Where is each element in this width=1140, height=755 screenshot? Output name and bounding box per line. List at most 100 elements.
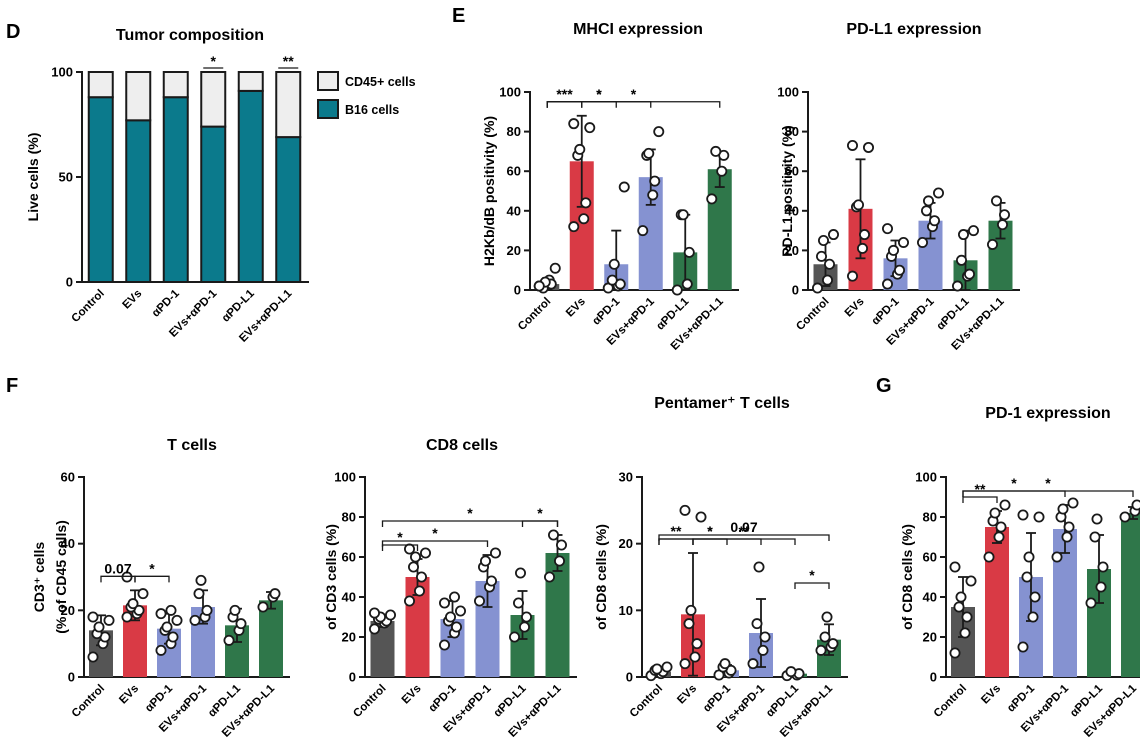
significance-bracket — [692, 538, 796, 545]
data-point — [983, 551, 995, 563]
y-axis-label: of CD8 cells (%) — [593, 524, 609, 630]
legend-swatch — [317, 71, 339, 91]
x-category-label: EVs — [400, 683, 424, 707]
data-point — [949, 647, 961, 659]
data-point — [991, 195, 1003, 207]
data-point — [689, 651, 701, 663]
significance-bracket — [658, 538, 694, 545]
x-category-label: EVs — [117, 683, 141, 707]
data-point — [413, 585, 425, 597]
data-point — [578, 213, 590, 225]
data-point — [683, 618, 695, 630]
y-axis-label: CD3⁺ cells — [31, 542, 47, 613]
data-point — [548, 529, 560, 541]
data-point — [894, 264, 906, 276]
data-point — [1097, 561, 1109, 573]
data-point — [959, 627, 971, 639]
significance-label: * — [809, 567, 815, 583]
data-point — [753, 561, 765, 573]
chart-title: CD8 cells — [426, 437, 498, 454]
data-point — [407, 561, 419, 573]
data-point — [1067, 497, 1079, 509]
data-point — [127, 598, 139, 610]
data-point — [999, 499, 1011, 511]
data-point — [661, 661, 673, 673]
y-tick-label: 80 — [923, 510, 937, 525]
data-point — [606, 274, 618, 286]
data-point — [87, 651, 99, 663]
t-cells-chart: T cells CD3⁺ cells (% of CD45 cells) 0 20 40 6… — [31, 437, 290, 740]
data-point — [87, 611, 99, 623]
data-point — [847, 270, 859, 282]
x-category-label: Control — [70, 683, 107, 720]
data-point — [816, 250, 828, 262]
data-point — [201, 604, 213, 616]
data-point — [235, 618, 247, 630]
data-point — [847, 139, 859, 151]
y-tick-label: 20 — [923, 630, 937, 645]
data-point — [882, 278, 894, 290]
data-point — [574, 143, 586, 155]
significance-label: * — [596, 86, 602, 102]
data-point — [691, 638, 703, 650]
y-tick-label: 60 — [785, 164, 799, 179]
data-point — [384, 609, 396, 621]
data-point — [1085, 597, 1097, 609]
y-tick-label: 10 — [619, 603, 633, 618]
data-point — [853, 199, 865, 211]
panel-letter-d: D — [6, 21, 20, 43]
data-point — [997, 219, 1009, 231]
data-point — [1089, 531, 1101, 543]
data-point — [757, 644, 769, 656]
data-point — [747, 658, 759, 670]
significance-bracket — [794, 582, 830, 589]
data-point — [568, 221, 580, 233]
data-point — [958, 229, 970, 241]
data-point — [549, 262, 561, 274]
data-point — [479, 555, 491, 567]
y-axis-label: PD-L1 positivity (%) — [779, 125, 795, 256]
significance-bracket — [381, 544, 419, 551]
data-point — [819, 631, 831, 643]
data-point — [649, 175, 661, 187]
significance-bracket — [658, 538, 762, 545]
data-point — [485, 575, 497, 587]
y-tick-label: 80 — [785, 124, 799, 139]
legend-swatch — [317, 99, 339, 119]
y-tick-label: 80 — [507, 124, 521, 139]
data-point — [679, 504, 691, 516]
pdl1-expression-chart: PD-L1 expression PD-L1 positivity (%) 0 20 4… — [777, 21, 1020, 353]
data-point — [637, 225, 649, 237]
data-point — [952, 280, 964, 292]
data-point — [438, 639, 450, 651]
data-point — [1119, 511, 1131, 523]
data-point — [450, 621, 462, 633]
significance-bracket — [962, 496, 998, 503]
data-point — [683, 246, 695, 258]
data-point — [822, 274, 834, 286]
bar-segment — [162, 96, 189, 283]
data-point — [989, 507, 1001, 519]
data-point — [415, 571, 427, 583]
data-point — [1017, 509, 1029, 521]
data-point — [863, 141, 875, 153]
y-tick-label: 0 — [349, 670, 356, 685]
data-point — [121, 611, 133, 623]
data-point — [964, 268, 976, 280]
significance-label: * — [211, 53, 217, 69]
y-axis-label: H2Kb/dB positivity (%) — [481, 116, 497, 266]
data-point — [751, 618, 763, 630]
data-point — [193, 588, 205, 600]
panel-letter-e: E — [452, 5, 465, 27]
significance-bracket — [962, 490, 1134, 497]
data-point — [508, 631, 520, 643]
y-tick-label: 0 — [514, 283, 521, 298]
data-point — [719, 658, 731, 670]
data-point — [1023, 551, 1035, 563]
y-tick-label: 0 — [930, 670, 937, 685]
significance-bracket — [546, 101, 721, 108]
y-tick-label: 0 — [626, 670, 633, 685]
bar-segment — [200, 71, 227, 128]
y-tick-label: 60 — [923, 550, 937, 565]
y-tick-label: 100 — [777, 85, 799, 100]
